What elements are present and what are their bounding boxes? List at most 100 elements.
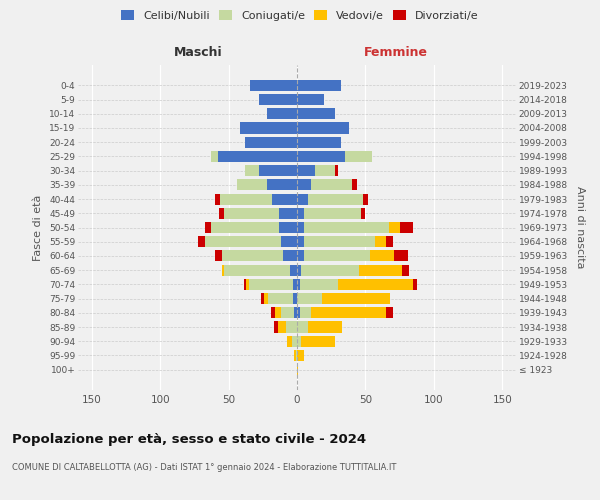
Bar (199, 236, 205, 248)
Bar (400, 222, 413, 233)
Bar (361, 208, 365, 219)
Bar (345, 151, 372, 162)
Bar (224, 264, 290, 276)
Bar (297, 208, 304, 219)
Bar (275, 308, 281, 318)
Bar (297, 94, 325, 105)
Bar (278, 322, 286, 332)
Bar (394, 250, 408, 262)
Bar (370, 250, 394, 262)
Bar (283, 250, 297, 262)
Bar (304, 208, 361, 219)
Bar (293, 293, 297, 304)
Bar (297, 308, 300, 318)
Bar (297, 136, 341, 147)
Text: Femmine: Femmine (364, 46, 428, 59)
Bar (335, 165, 338, 176)
Bar (239, 122, 297, 134)
Bar (222, 264, 224, 276)
Bar (297, 194, 308, 204)
Bar (264, 293, 268, 304)
Bar (279, 222, 297, 233)
Text: Popolazione per età, sesso e stato civile - 2024: Popolazione per età, sesso e stato civil… (12, 432, 366, 446)
Bar (304, 236, 375, 248)
Bar (304, 250, 370, 262)
Bar (267, 108, 297, 120)
Bar (315, 165, 335, 176)
Bar (308, 322, 342, 332)
Bar (294, 308, 297, 318)
Bar (222, 250, 283, 262)
Bar (290, 264, 297, 276)
Bar (338, 279, 413, 290)
Bar (281, 236, 297, 248)
Legend: Celibi/Nubili, Coniugati/e, Vedovi/e, Divorziati/e: Celibi/Nubili, Coniugati/e, Vedovi/e, Di… (119, 8, 481, 24)
Bar (272, 194, 297, 204)
Bar (279, 208, 297, 219)
Bar (352, 180, 357, 190)
Y-axis label: Fasce di età: Fasce di età (34, 194, 43, 260)
Bar (274, 322, 278, 332)
Bar (205, 236, 281, 248)
Y-axis label: Anni di nascita: Anni di nascita (575, 186, 584, 269)
Bar (297, 264, 301, 276)
Bar (271, 308, 275, 318)
Bar (297, 279, 300, 290)
Bar (293, 279, 297, 290)
Bar (250, 80, 297, 91)
Text: COMUNE DI CALTABELLOTTA (AG) - Dati ISTAT 1° gennaio 2024 - Elaborazione TUTTITA: COMUNE DI CALTABELLOTTA (AG) - Dati ISTA… (12, 462, 397, 471)
Bar (220, 194, 272, 204)
Bar (219, 208, 224, 219)
Bar (375, 236, 386, 248)
Bar (211, 222, 279, 233)
Bar (262, 293, 264, 304)
Bar (301, 336, 335, 347)
Bar (297, 250, 304, 262)
Bar (297, 322, 308, 332)
Bar (267, 180, 297, 190)
Bar (386, 308, 393, 318)
Bar (297, 222, 304, 233)
Bar (301, 264, 359, 276)
Bar (286, 322, 297, 332)
Bar (296, 350, 297, 361)
Bar (237, 180, 267, 190)
Bar (413, 279, 418, 290)
Bar (249, 279, 293, 290)
Bar (268, 293, 293, 304)
Bar (297, 364, 298, 375)
Bar (281, 308, 294, 318)
Bar (403, 264, 409, 276)
Bar (297, 180, 311, 190)
Bar (311, 308, 386, 318)
Bar (205, 222, 211, 233)
Bar (359, 264, 403, 276)
Text: Maschi: Maschi (174, 46, 223, 59)
Bar (297, 236, 304, 248)
Bar (297, 80, 341, 91)
Bar (244, 279, 247, 290)
Bar (300, 279, 338, 290)
Bar (287, 336, 292, 347)
Bar (297, 151, 345, 162)
Bar (300, 308, 311, 318)
Bar (292, 336, 297, 347)
Bar (362, 194, 368, 204)
Bar (304, 222, 389, 233)
Bar (308, 194, 362, 204)
Bar (218, 151, 297, 162)
Bar (259, 165, 297, 176)
Bar (297, 122, 349, 134)
Bar (297, 165, 315, 176)
Bar (245, 136, 297, 147)
Bar (259, 94, 297, 105)
Bar (247, 279, 249, 290)
Bar (245, 165, 259, 176)
Bar (211, 151, 218, 162)
Bar (389, 222, 400, 233)
Bar (297, 336, 301, 347)
Bar (294, 350, 296, 361)
Bar (322, 293, 390, 304)
Bar (297, 293, 322, 304)
Bar (297, 350, 304, 361)
